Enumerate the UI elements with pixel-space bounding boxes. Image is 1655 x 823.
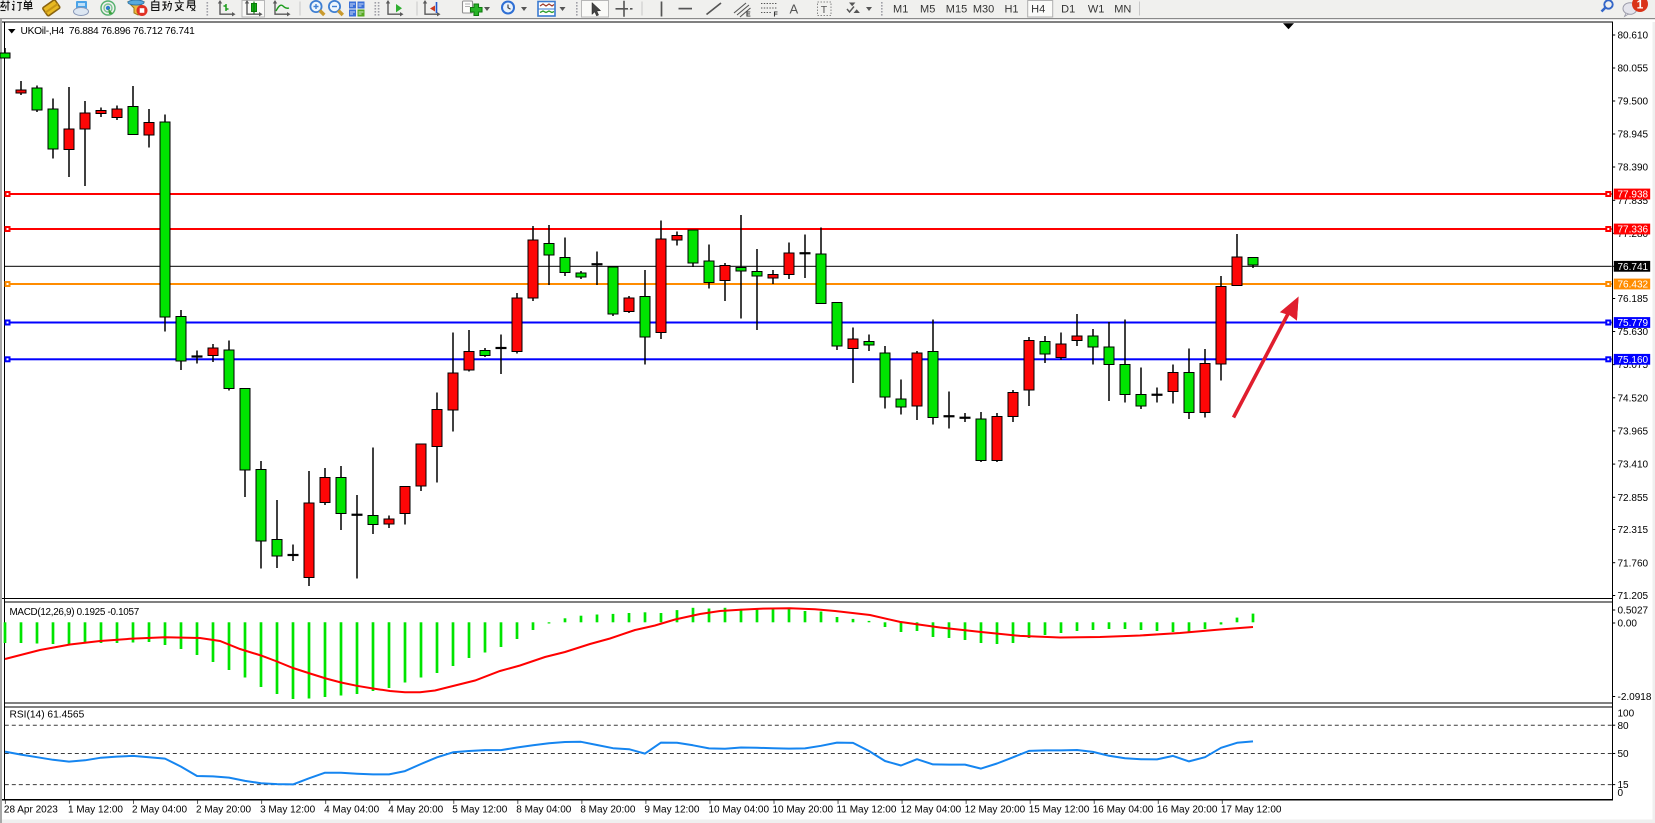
svg-text:RSI(14) 61.4565: RSI(14) 61.4565 — [10, 710, 85, 721]
svg-text:11 May 12:00: 11 May 12:00 — [837, 805, 897, 816]
svg-text:5 May 12:00: 5 May 12:00 — [452, 805, 507, 816]
svg-text:16 May 04:00: 16 May 04:00 — [1093, 805, 1154, 816]
svg-text:T: T — [821, 4, 828, 16]
svg-text:75.630: 75.630 — [1618, 327, 1649, 338]
svg-text:100: 100 — [1618, 709, 1635, 720]
svg-text:76.432: 76.432 — [1618, 280, 1649, 291]
svg-text:0: 0 — [1618, 788, 1624, 799]
svg-text:75.779: 75.779 — [1618, 318, 1649, 329]
svg-text:80: 80 — [1618, 721, 1630, 732]
svg-text:71.205: 71.205 — [1618, 591, 1649, 602]
svg-text:78.945: 78.945 — [1618, 130, 1649, 141]
svg-text:M30: M30 — [973, 3, 994, 15]
svg-text:W1: W1 — [1088, 3, 1105, 15]
svg-text:73.965: 73.965 — [1618, 427, 1649, 438]
svg-text:17 May 12:00: 17 May 12:00 — [1221, 805, 1282, 816]
svg-text:H4: H4 — [1031, 3, 1045, 15]
svg-text:3 May 12:00: 3 May 12:00 — [260, 805, 315, 816]
svg-text:79.500: 79.500 — [1618, 97, 1649, 108]
svg-text:16 May 20:00: 16 May 20:00 — [1157, 805, 1218, 816]
svg-text:74.520: 74.520 — [1618, 393, 1649, 404]
svg-text:28 Apr 2023: 28 Apr 2023 — [4, 805, 58, 816]
svg-text:12 May 04:00: 12 May 04:00 — [901, 805, 962, 816]
svg-text:M5: M5 — [920, 3, 935, 15]
svg-text:77.336: 77.336 — [1618, 225, 1649, 236]
svg-text:2 May 20:00: 2 May 20:00 — [196, 805, 251, 816]
svg-text:75.075: 75.075 — [1618, 360, 1649, 371]
svg-text:M1: M1 — [893, 3, 908, 15]
svg-text:15 May 12:00: 15 May 12:00 — [1029, 805, 1090, 816]
svg-text:10 May 20:00: 10 May 20:00 — [773, 805, 834, 816]
svg-text:4 May 20:00: 4 May 20:00 — [388, 805, 443, 816]
svg-text:50: 50 — [1618, 749, 1630, 760]
svg-text:76.741: 76.741 — [1618, 262, 1649, 273]
svg-text:75.160: 75.160 — [1618, 355, 1649, 366]
svg-text:72.855: 72.855 — [1618, 493, 1649, 504]
svg-text:0.5027: 0.5027 — [1618, 606, 1649, 617]
svg-text:8 May 04:00: 8 May 04:00 — [516, 805, 571, 816]
svg-text:9 May 12:00: 9 May 12:00 — [644, 805, 699, 816]
svg-text:0.00: 0.00 — [1618, 619, 1638, 630]
svg-text:H1: H1 — [1004, 3, 1018, 15]
svg-text:MN: MN — [1114, 3, 1131, 15]
svg-text:UKOil-,H4 76.884 76.896 76.71: UKOil-,H4 76.884 76.896 76.712 76.741 — [21, 26, 196, 37]
svg-text:73.410: 73.410 — [1618, 460, 1649, 471]
svg-text:F: F — [774, 12, 779, 19]
svg-text:4 May 04:00: 4 May 04:00 — [324, 805, 379, 816]
svg-text:8 May 20:00: 8 May 20:00 — [580, 805, 635, 816]
svg-text:72.315: 72.315 — [1618, 525, 1649, 536]
svg-text:15: 15 — [1618, 780, 1630, 791]
svg-text:E: E — [746, 12, 751, 19]
svg-text:80.055: 80.055 — [1618, 64, 1649, 75]
svg-text:80.610: 80.610 — [1618, 31, 1649, 42]
svg-text:-2.0918: -2.0918 — [1618, 692, 1652, 703]
svg-text:12 May 20:00: 12 May 20:00 — [965, 805, 1026, 816]
svg-text:1: 1 — [1637, 0, 1644, 11]
svg-text:M15: M15 — [946, 3, 967, 15]
svg-text:76.185: 76.185 — [1618, 294, 1649, 305]
svg-text:77.938: 77.938 — [1618, 190, 1649, 201]
svg-text:A: A — [790, 2, 799, 17]
svg-text:MACD(12,26,9) 0.1925 -0.1057: MACD(12,26,9) 0.1925 -0.1057 — [10, 607, 139, 618]
svg-text:71.760: 71.760 — [1618, 558, 1649, 569]
svg-text:77.835: 77.835 — [1618, 196, 1649, 207]
svg-text:10 May 04:00: 10 May 04:00 — [708, 805, 769, 816]
svg-text:2 May 04:00: 2 May 04:00 — [132, 805, 187, 816]
svg-text:D1: D1 — [1061, 3, 1075, 15]
svg-text:78.390: 78.390 — [1618, 163, 1649, 174]
svg-text:1 May 12:00: 1 May 12:00 — [68, 805, 123, 816]
